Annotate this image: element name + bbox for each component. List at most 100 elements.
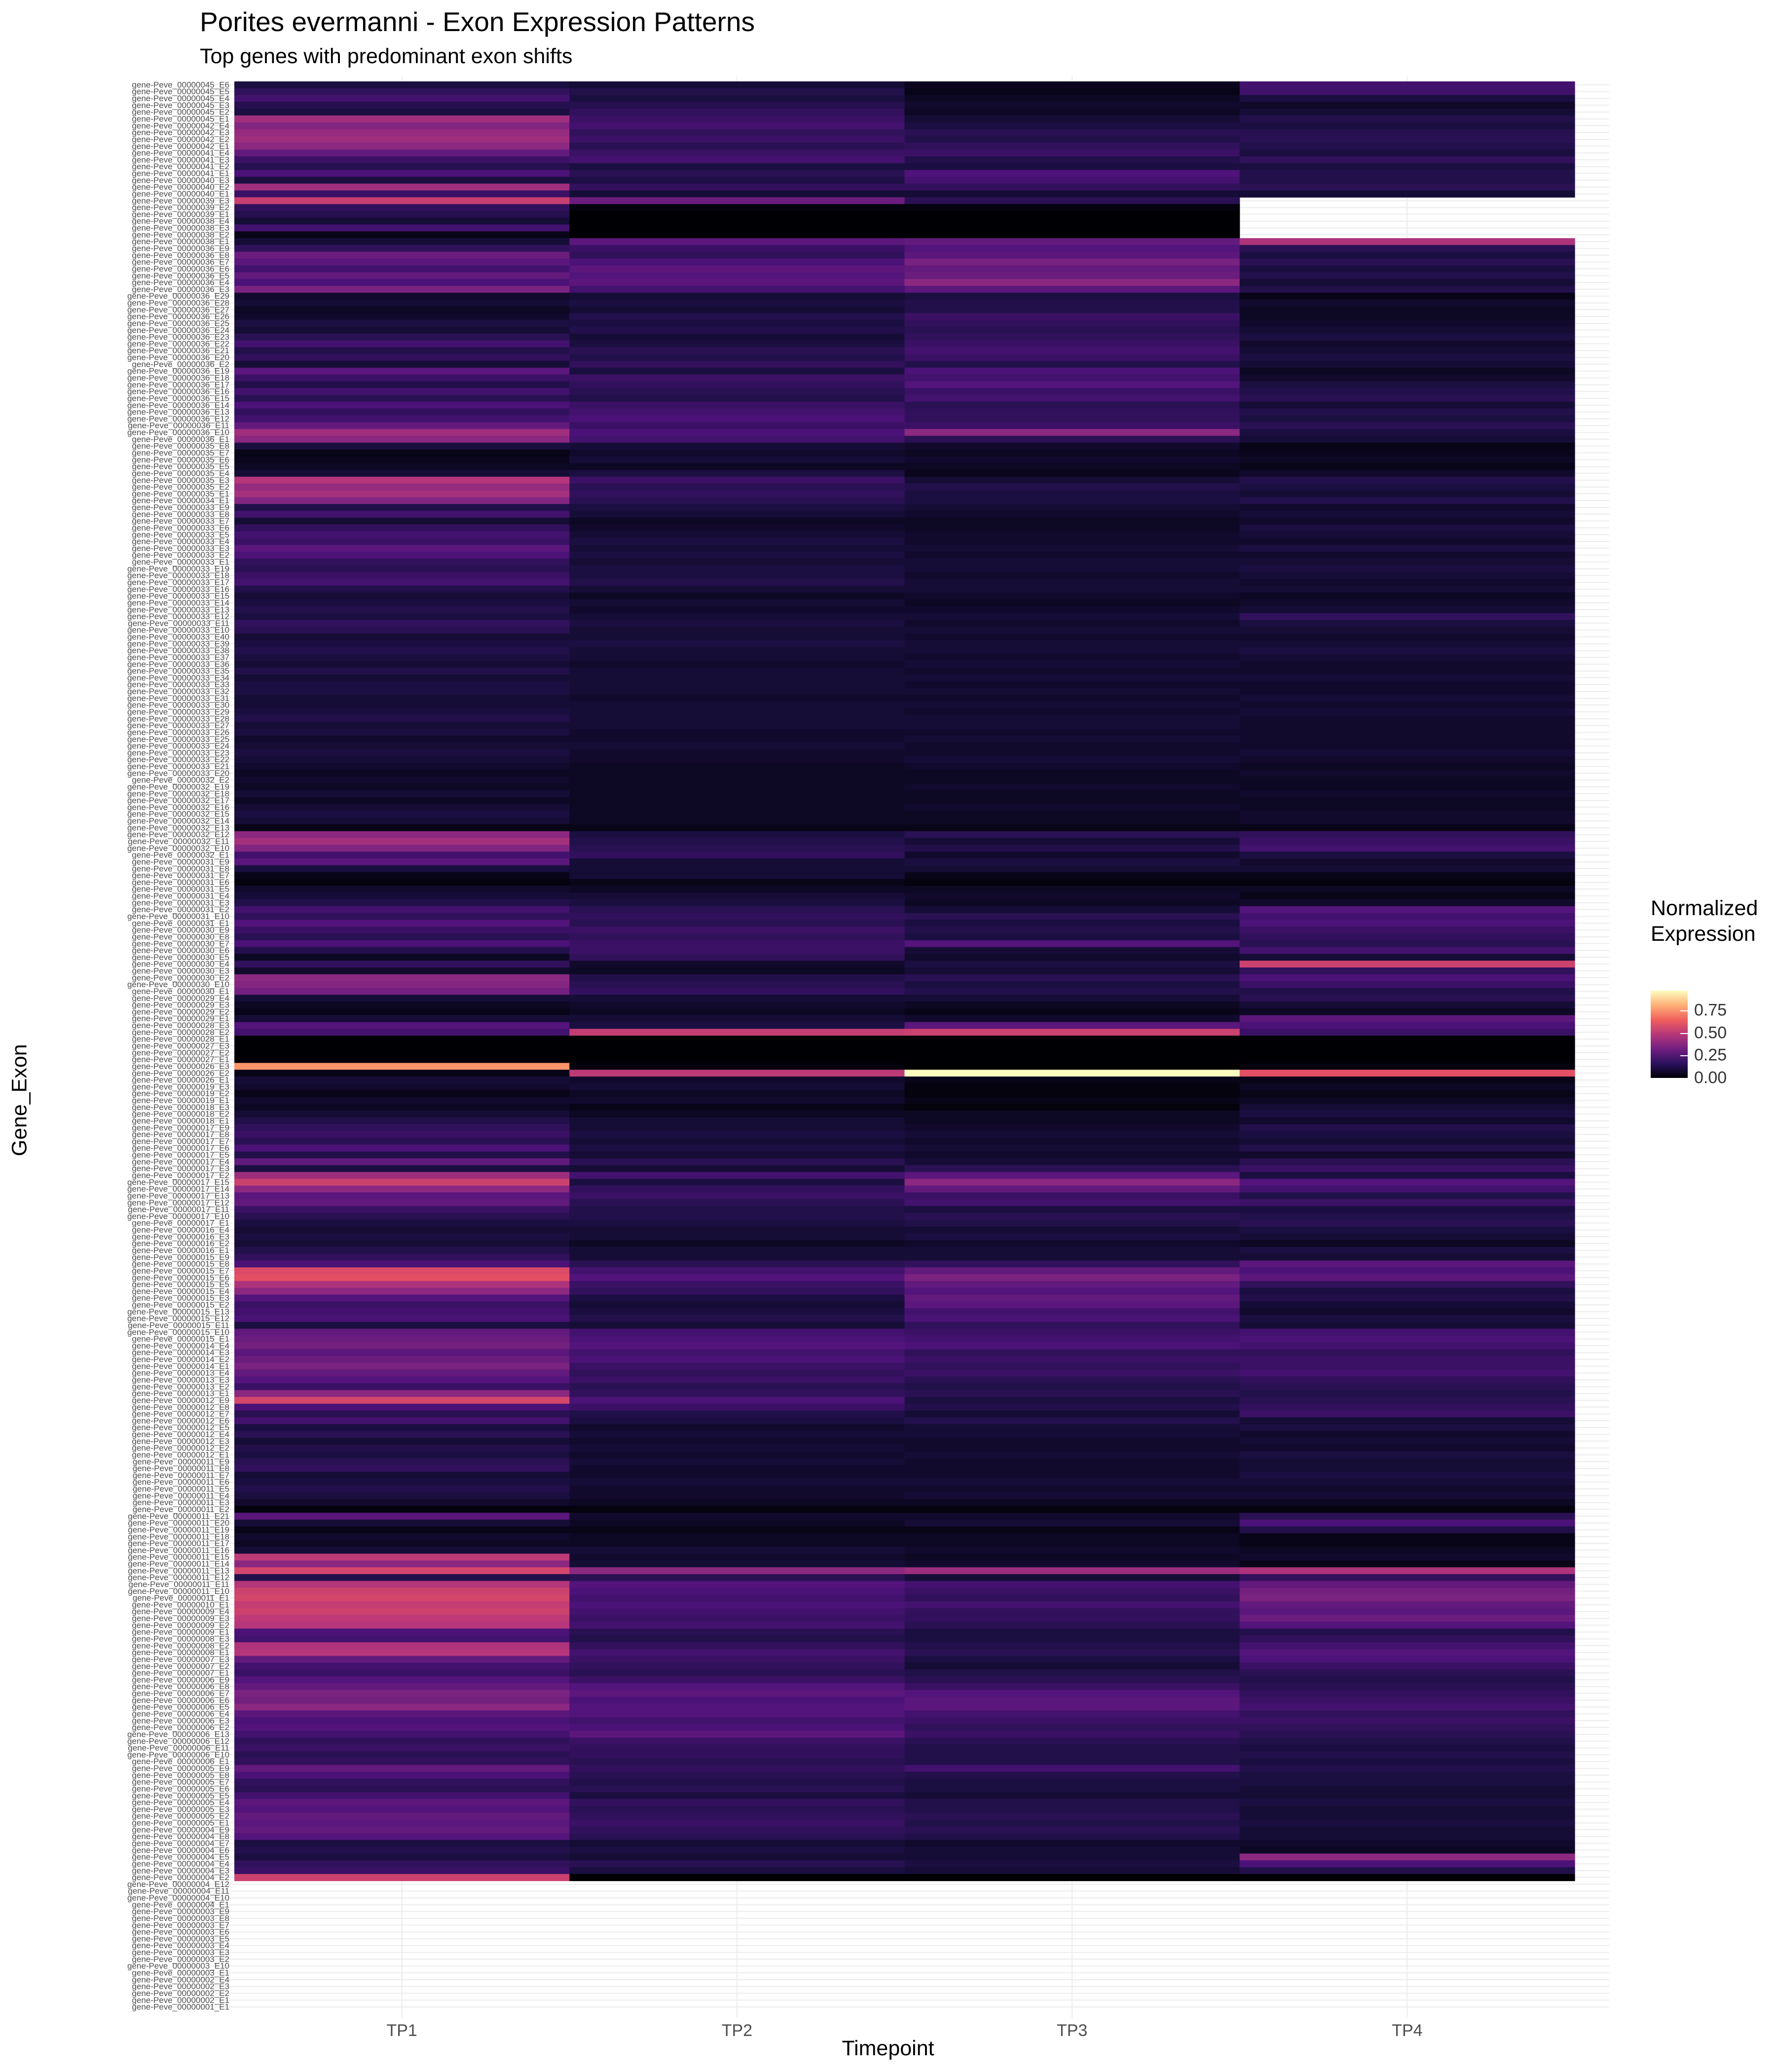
heatmap-cell [1239, 858, 1575, 866]
heatmap-cell [1239, 518, 1575, 525]
heatmap-cell [569, 1574, 905, 1582]
heatmap-cell [569, 845, 905, 852]
heatmap-cell [234, 245, 570, 253]
heatmap-cell [234, 1840, 570, 1848]
heatmap-cell [234, 1179, 570, 1186]
heatmap-cell [904, 1322, 1240, 1329]
heatmap-cell [569, 1547, 905, 1554]
heatmap-cell [904, 1792, 1240, 1800]
y-tick-label: gene-Peve_00000030_E1 [132, 987, 229, 996]
y-tick-label: gene-Peve_00000015_E5 [132, 1280, 229, 1289]
heatmap-cell [904, 879, 1240, 886]
heatmap-cell [234, 1008, 570, 1016]
heatmap-cell [569, 1185, 905, 1193]
heatmap-cell [904, 1669, 1240, 1677]
heatmap-cell [234, 824, 570, 832]
y-tick-label: gene-Peve_00000033_E11 [128, 619, 229, 628]
heatmap-cell [904, 1329, 1240, 1336]
heatmap-cell [234, 204, 570, 212]
heatmap-cell [904, 163, 1240, 171]
heatmap-cell [904, 1608, 1240, 1616]
heatmap-cell [1239, 1145, 1575, 1152]
y-tick-label: gene-Peve_00000016_E1 [132, 1246, 229, 1255]
heatmap-cell [1239, 1260, 1575, 1268]
y-tick-label: gene-Peve_00000017_E13 [127, 1191, 229, 1200]
heatmap-cell [904, 1274, 1240, 1282]
heatmap-cell [234, 1015, 570, 1023]
heatmap-cell [904, 381, 1240, 389]
y-tick-label: gene-Peve_00000007_E2 [132, 1662, 229, 1671]
heatmap-cell [1239, 886, 1575, 893]
heatmap-cell [234, 633, 570, 641]
heatmap-cell [234, 1260, 570, 1268]
heatmap-cell [904, 1410, 1240, 1418]
heatmap-cell [904, 463, 1240, 471]
heatmap-cell [234, 1342, 570, 1350]
y-tick-label: gene-Peve_00000011_E12 [128, 1573, 229, 1582]
heatmap-cell [1239, 920, 1575, 927]
heatmap-cell [234, 1124, 570, 1132]
y-tick-label: gene-Peve_00000033_E10 [127, 626, 229, 635]
heatmap-cell [1239, 1295, 1575, 1302]
y-tick-label: gene-Peve_00000011_E1 [133, 1593, 229, 1603]
heatmap-cell [234, 995, 570, 1002]
heatmap-cell [1239, 1472, 1575, 1479]
heatmap-cell [569, 763, 905, 771]
heatmap-cell [904, 327, 1240, 334]
heatmap-cell [569, 695, 905, 702]
heatmap-cell [569, 1451, 905, 1459]
heatmap-cell [569, 184, 905, 191]
y-tick-label: gene-Peve_00000045_E5 [132, 87, 229, 96]
heatmap-cell [569, 851, 905, 859]
y-tick-label: gene-Peve_00000033_E3 [132, 544, 229, 553]
heatmap-cell [569, 879, 905, 886]
heatmap-cell [569, 1376, 905, 1384]
heatmap-cell [1239, 1267, 1575, 1275]
heatmap-cell [904, 320, 1240, 327]
heatmap-cell [569, 1594, 905, 1602]
heatmap-cell [569, 293, 905, 300]
heatmap-cell [1239, 1751, 1575, 1759]
heatmap-cell [904, 293, 1240, 300]
heatmap-cell [569, 1717, 905, 1725]
heatmap-cell [569, 136, 905, 143]
y-tick-label: gene-Peve_00000005_E3 [132, 1805, 229, 1814]
heatmap-cell [234, 1424, 570, 1432]
y-tick-label: gene-Peve_00000032_E1 [132, 851, 229, 860]
heatmap-cell [234, 1172, 570, 1180]
heatmap-cell [569, 1676, 905, 1684]
heatmap-cell [904, 1369, 1240, 1377]
y-tick-label: gene-Peve_00000005_E6 [132, 1784, 229, 1793]
heatmap-cell [234, 252, 570, 259]
heatmap-cell [569, 1213, 905, 1220]
heatmap-cell [234, 797, 570, 805]
heatmap-cell [234, 1833, 570, 1841]
heatmap-cell [569, 1581, 905, 1588]
legend-tick-label: 0.75 [1694, 1000, 1727, 1020]
heatmap-cell [569, 456, 905, 464]
heatmap-cell [569, 1199, 905, 1207]
y-tick-label: gene-Peve_00000041_E1 [132, 169, 229, 178]
heatmap-cell [569, 1765, 905, 1773]
heatmap-cell [904, 115, 1240, 123]
y-tick-label: gene-Peve_00000004_E5 [132, 1852, 229, 1862]
heatmap-cell [1239, 340, 1575, 348]
y-tick-label: gene-Peve_00000015_E3 [132, 1294, 229, 1303]
heatmap-cell [1239, 1417, 1575, 1425]
heatmap-cell [1239, 702, 1575, 709]
heatmap-cell [1239, 1676, 1575, 1684]
heatmap-cell [569, 1090, 905, 1098]
heatmap-cell [904, 1431, 1240, 1439]
heatmap-cell [1239, 1690, 1575, 1698]
heatmap-cell [569, 463, 905, 471]
heatmap-cell [1239, 122, 1575, 130]
heatmap-cell [1239, 811, 1575, 818]
heatmap-cell [904, 531, 1240, 539]
heatmap-cell [904, 1342, 1240, 1350]
heatmap-cell [1239, 565, 1575, 573]
heatmap-cell [1239, 1485, 1575, 1493]
heatmap-cell [569, 1499, 905, 1507]
heatmap-cell [234, 1785, 570, 1793]
heatmap-cell [569, 627, 905, 634]
heatmap-cell [1239, 463, 1575, 471]
